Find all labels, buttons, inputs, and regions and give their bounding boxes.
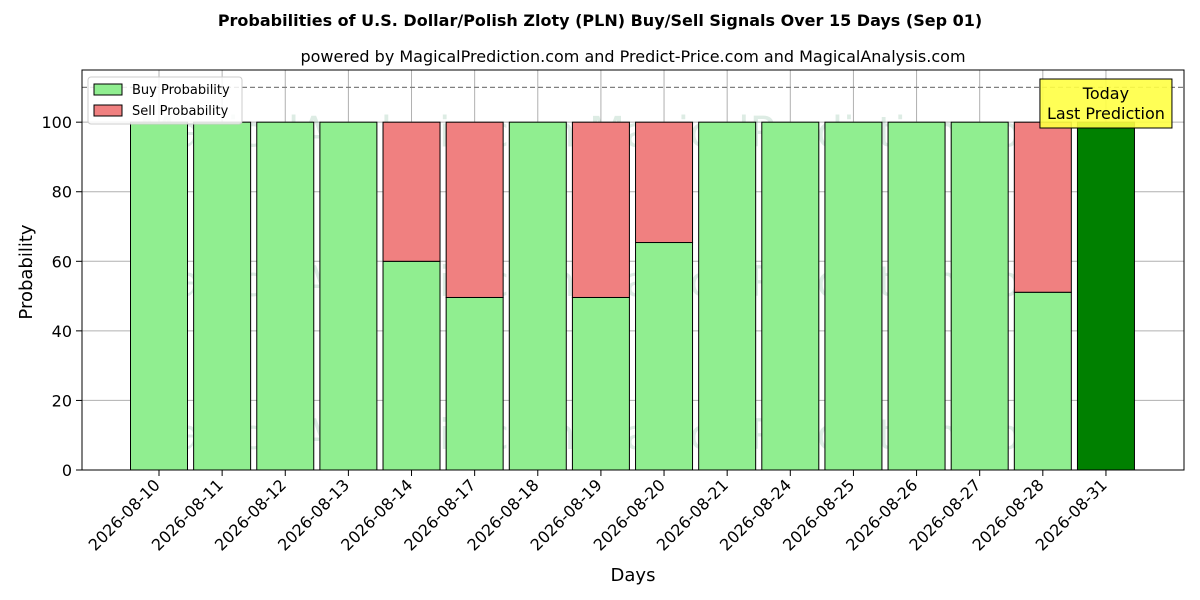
bar-sell <box>635 121 694 244</box>
chart-subtitle: powered by MagicalPrediction.com and Pre… <box>300 47 965 66</box>
plot-frame <box>81 69 1185 471</box>
y-tick-label: 0 <box>62 461 72 480</box>
bar-buy <box>761 121 820 471</box>
bar-buy <box>698 121 757 471</box>
bar-sell <box>1013 121 1072 293</box>
y-tick-label: 100 <box>41 113 72 132</box>
bar-buy <box>950 121 1009 471</box>
y-tick-label: 60 <box>52 252 72 271</box>
bar-buy <box>445 296 504 471</box>
bars <box>130 121 1135 471</box>
annotation-box <box>1039 78 1173 129</box>
annotation-text: Today <box>1082 84 1129 103</box>
x-axis-label: Days <box>611 565 656 586</box>
legend: Buy Probability Sell Probability <box>87 76 243 125</box>
y-axis-label: Probability <box>16 224 37 319</box>
bar-buy <box>256 121 315 471</box>
bar-buy <box>571 296 630 471</box>
bar-buy <box>1076 121 1135 471</box>
bar-buy <box>508 121 567 471</box>
chart-title: Probabilities of U.S. Dollar/Polish Zlot… <box>218 11 982 30</box>
y-tick-label: 20 <box>52 391 72 410</box>
legend-swatch <box>93 104 123 117</box>
bar-buy <box>635 242 694 471</box>
bar-buy <box>193 121 252 471</box>
bar-sell <box>382 121 441 262</box>
legend-label: Sell Probability <box>132 104 229 119</box>
x-axis: 2026-08-102026-08-112026-08-122026-08-13… <box>85 470 1111 555</box>
bar-buy <box>130 121 188 471</box>
y-tick-label: 40 <box>52 322 72 341</box>
bar-buy <box>319 121 378 471</box>
y-axis: 0 20 40 60 80 100 <box>41 113 82 480</box>
annotation-text: Last Prediction <box>1047 104 1165 123</box>
bar-buy <box>1013 291 1072 471</box>
y-tick-label: 80 <box>52 183 72 202</box>
bar-buy <box>824 121 883 471</box>
bar-buy <box>382 260 441 471</box>
legend-swatch <box>93 83 123 96</box>
bar-sell <box>571 121 630 298</box>
legend-label: Buy Probability <box>132 83 230 98</box>
bar-buy <box>887 121 946 471</box>
bar-sell <box>445 121 504 298</box>
legend-box <box>87 76 243 125</box>
